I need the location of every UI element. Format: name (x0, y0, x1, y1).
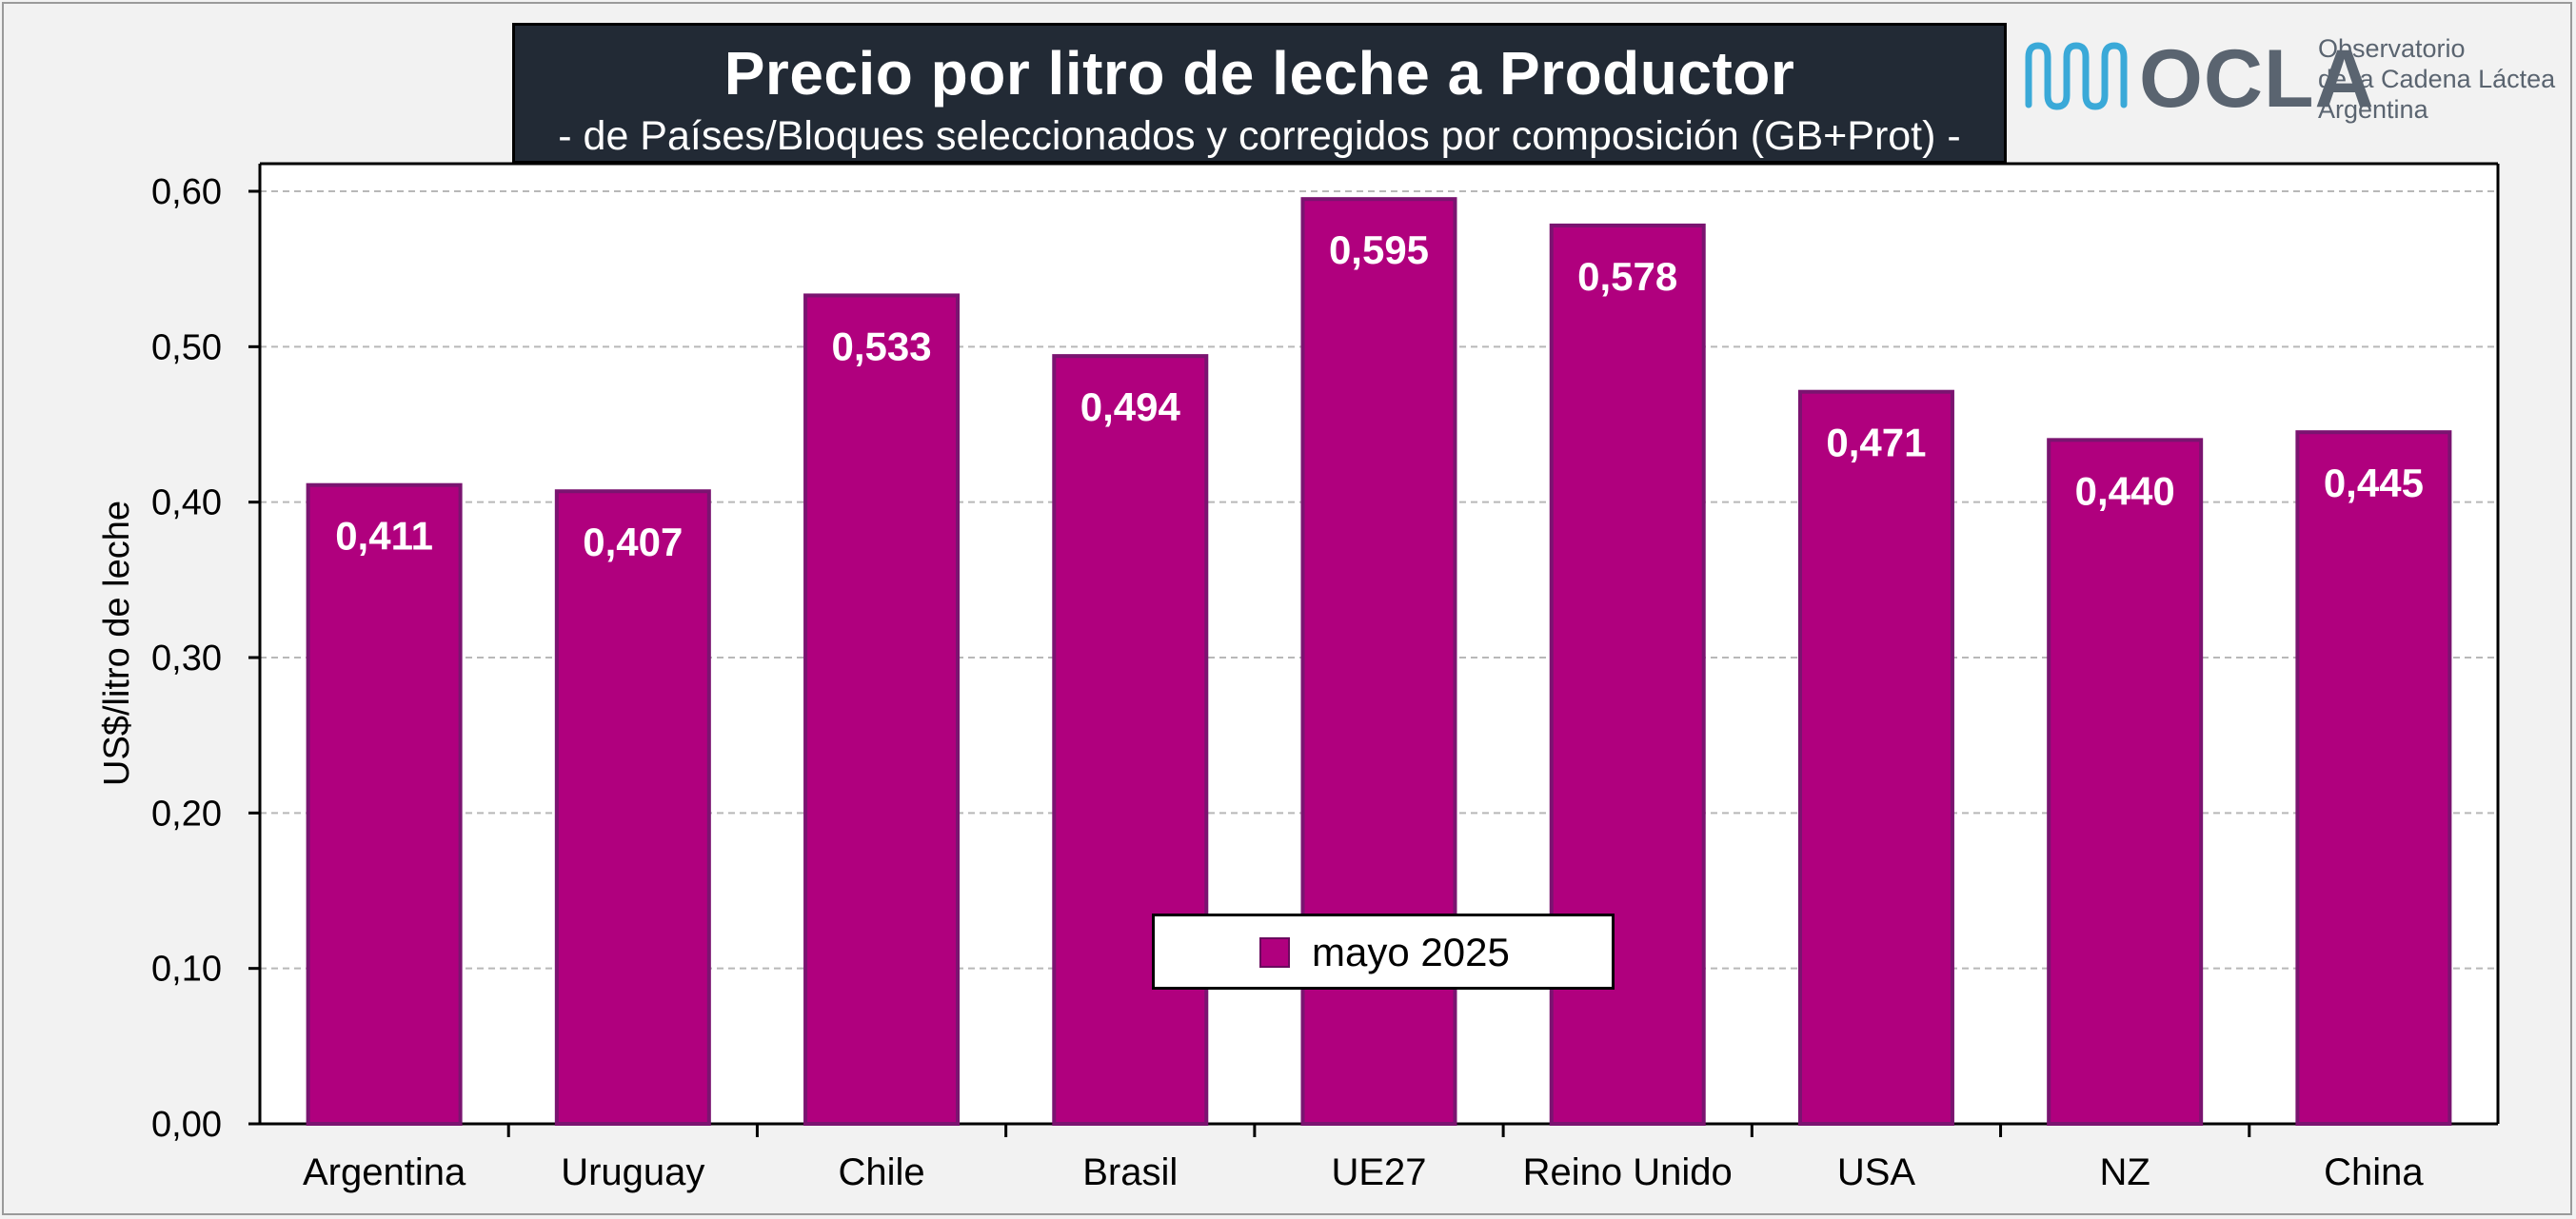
x-tick-label: USA (1837, 1151, 1916, 1193)
x-tick-label: NZ (2100, 1151, 2150, 1193)
y-tick-label: 0,00 (151, 1105, 222, 1145)
y-tick-label: 0,50 (151, 327, 222, 367)
x-tick-label: Argentina (303, 1151, 466, 1193)
logo-line-1: Observatorio (2318, 34, 2466, 63)
y-tick-label: 0,20 (151, 794, 222, 834)
title-banner: Precio por litro de leche a Productor - … (512, 23, 2007, 164)
x-tick-label: Chile (838, 1151, 924, 1193)
x-tick-label: Reino Unido (1523, 1151, 1733, 1193)
bar (1052, 354, 1209, 1126)
bar-value-label: 0,578 (1577, 254, 1677, 299)
chart-subtitle: - de Países/Bloques seleccionados y corr… (558, 113, 1961, 159)
bar-value-label: 0,494 (1080, 384, 1181, 429)
bar-value-label: 0,595 (1329, 227, 1429, 272)
bar-value-label: 0,445 (2324, 461, 2424, 505)
y-tick-label: 0,30 (151, 639, 222, 678)
bar (306, 482, 463, 1126)
x-tick-label: UE27 (1331, 1151, 1426, 1193)
bar-value-label: 0,471 (1826, 421, 1926, 465)
bar (1797, 389, 1954, 1126)
bar-value-label: 0,407 (583, 520, 683, 564)
bar-value-label: 0,533 (832, 324, 932, 368)
y-tick-label: 0,40 (151, 483, 222, 523)
bar (2047, 438, 2204, 1127)
logo-line-2: de la Cadena Láctea (2318, 65, 2556, 93)
x-tick-label: Brasil (1082, 1151, 1178, 1193)
ocla-logo: OCLA Observatorio de la Cadena Láctea Ar… (2023, 25, 2566, 139)
y-axis-label: US$/litro de leche (97, 501, 137, 786)
wave-bars-icon (2025, 42, 2128, 110)
logo-line-3: Argentina (2318, 95, 2428, 124)
bar (554, 489, 711, 1126)
legend-label: mayo 2025 (1312, 930, 1510, 974)
bar (2295, 430, 2452, 1126)
x-tick-label: Uruguay (561, 1151, 704, 1193)
y-tick-label: 0,10 (151, 950, 222, 990)
bar-value-label: 0,411 (335, 514, 433, 559)
bar-value-label: 0,440 (2075, 468, 2175, 513)
bar (803, 293, 961, 1126)
x-tick-label: China (2324, 1151, 2424, 1193)
legend: mayo 2025 (1152, 914, 1615, 990)
logo-wordmark: OCLA (2139, 33, 2375, 125)
chart-title: Precio por litro de leche a Productor (723, 39, 1795, 108)
y-tick-label: 0,60 (151, 172, 222, 212)
legend-swatch (1259, 937, 1290, 968)
